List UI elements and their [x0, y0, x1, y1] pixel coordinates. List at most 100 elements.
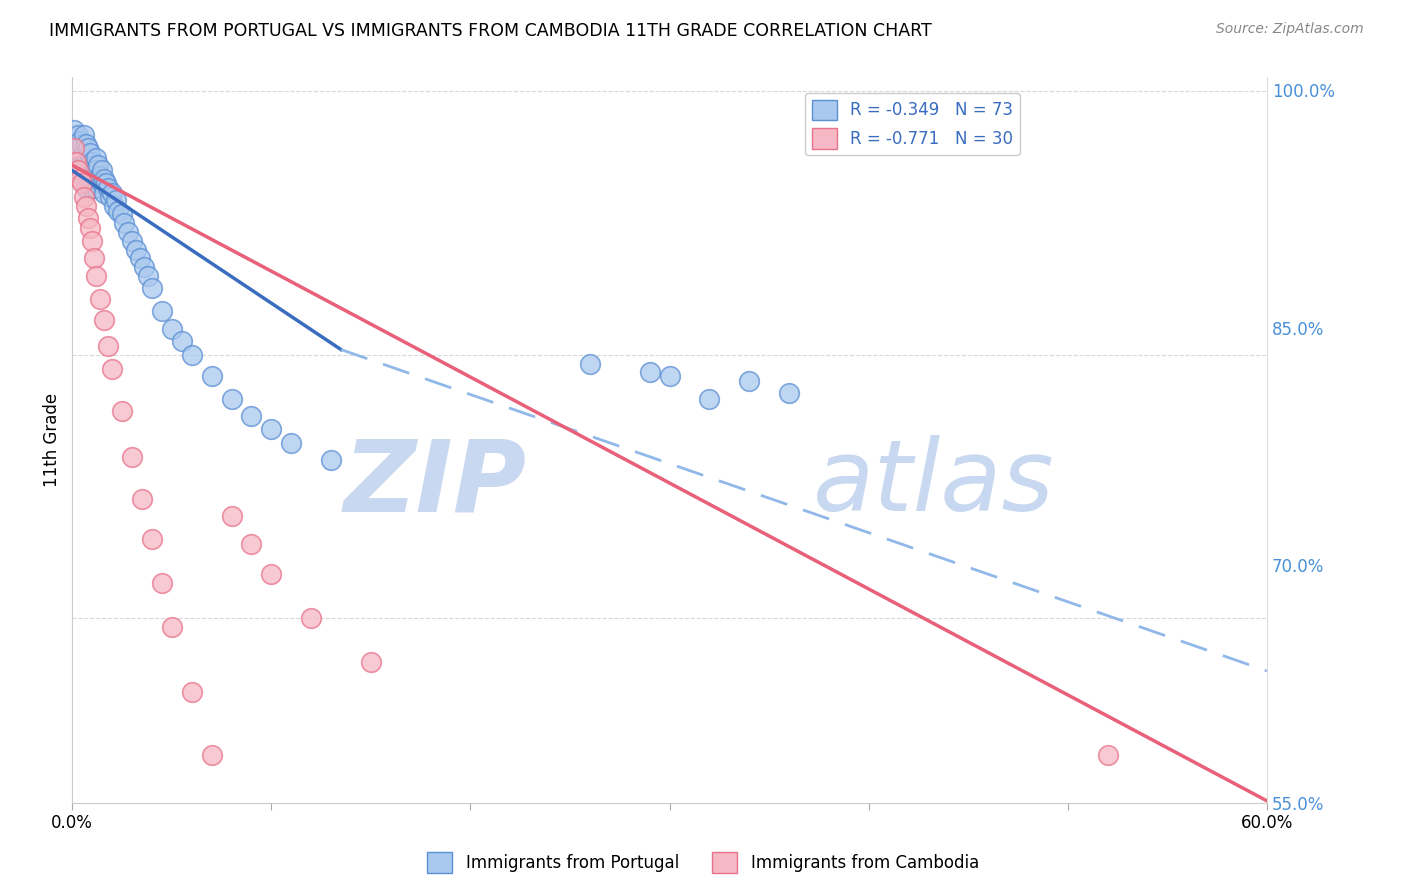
Point: [132, 260, 155, 274]
Point: [67, 141, 90, 155]
Point: [70, 137, 93, 152]
Point: [91, 176, 114, 190]
Point: [89, 292, 111, 306]
Point: [84, 163, 107, 178]
Text: ZIP: ZIP: [343, 435, 526, 532]
Point: [103, 199, 125, 213]
Point: [73, 128, 96, 143]
Point: [658, 368, 681, 383]
Point: [69, 134, 91, 148]
Point: [180, 685, 202, 699]
Point: [97, 181, 120, 195]
Point: [84, 181, 107, 195]
Point: [70, 158, 93, 172]
Point: [77, 172, 100, 186]
Legend: Immigrants from Portugal, Immigrants from Cambodia: Immigrants from Portugal, Immigrants fro…: [420, 846, 986, 880]
Point: [93, 312, 115, 326]
Point: [89, 169, 111, 183]
Point: [699, 392, 721, 406]
Point: [65, 145, 87, 160]
Point: [70, 176, 93, 190]
Point: [579, 357, 602, 371]
Point: [260, 567, 283, 582]
Point: [180, 348, 202, 362]
Point: [67, 163, 90, 178]
Point: [299, 611, 322, 625]
Point: [63, 141, 86, 155]
Point: [67, 128, 90, 143]
Point: [69, 151, 91, 165]
Point: [141, 281, 163, 295]
Point: [101, 362, 124, 376]
Point: [131, 491, 153, 506]
Point: [84, 151, 107, 165]
Point: [93, 186, 115, 201]
Point: [79, 176, 101, 190]
Y-axis label: 11th Grade: 11th Grade: [44, 393, 60, 487]
Point: [221, 392, 243, 406]
Point: [125, 243, 148, 257]
Point: [83, 176, 105, 190]
Point: [280, 435, 302, 450]
Point: [111, 207, 134, 221]
Point: [97, 339, 120, 353]
Point: [260, 421, 283, 435]
Point: [87, 172, 110, 186]
Legend: R = -0.349   N = 73, R = -0.771   N = 30: R = -0.349 N = 73, R = -0.771 N = 30: [806, 93, 1019, 155]
Point: [82, 181, 104, 195]
Point: [112, 216, 135, 230]
Point: [136, 268, 159, 283]
Point: [69, 163, 91, 178]
Point: [221, 509, 243, 524]
Point: [738, 374, 761, 388]
Point: [69, 172, 91, 186]
Point: [73, 158, 96, 172]
Point: [82, 234, 104, 248]
Point: [83, 252, 105, 266]
Point: [201, 748, 224, 763]
Point: [778, 386, 800, 401]
Point: [77, 158, 100, 172]
Point: [121, 450, 143, 464]
Point: [82, 169, 104, 183]
Point: [65, 137, 87, 152]
Point: [121, 234, 143, 248]
Point: [79, 163, 101, 178]
Point: [87, 158, 110, 172]
Point: [65, 154, 87, 169]
Point: [84, 268, 107, 283]
Point: [150, 576, 173, 591]
Point: [160, 620, 183, 634]
Point: [82, 154, 104, 169]
Point: [240, 409, 263, 424]
Point: [73, 190, 96, 204]
Text: Source: ZipAtlas.com: Source: ZipAtlas.com: [1216, 22, 1364, 37]
Point: [150, 304, 173, 318]
Point: [319, 453, 342, 467]
Point: [75, 181, 97, 195]
Point: [75, 199, 97, 213]
Point: [638, 366, 661, 380]
Point: [75, 163, 97, 178]
Point: [63, 123, 86, 137]
Point: [73, 172, 96, 186]
Point: [1097, 748, 1119, 763]
Point: [75, 137, 97, 152]
Point: [83, 158, 105, 172]
Text: atlas: atlas: [813, 435, 1054, 532]
Point: [240, 537, 263, 551]
Point: [79, 221, 101, 235]
Point: [79, 145, 101, 160]
Point: [117, 225, 139, 239]
Point: [91, 163, 114, 178]
Point: [77, 211, 100, 225]
Point: [67, 158, 90, 172]
Point: [360, 655, 382, 669]
Point: [94, 176, 117, 190]
Point: [129, 252, 152, 266]
Point: [73, 145, 96, 160]
Point: [160, 321, 183, 335]
Point: [201, 368, 224, 383]
Point: [98, 190, 121, 204]
Text: IMMIGRANTS FROM PORTUGAL VS IMMIGRANTS FROM CAMBODIA 11TH GRADE CORRELATION CHAR: IMMIGRANTS FROM PORTUGAL VS IMMIGRANTS F…: [49, 22, 932, 40]
